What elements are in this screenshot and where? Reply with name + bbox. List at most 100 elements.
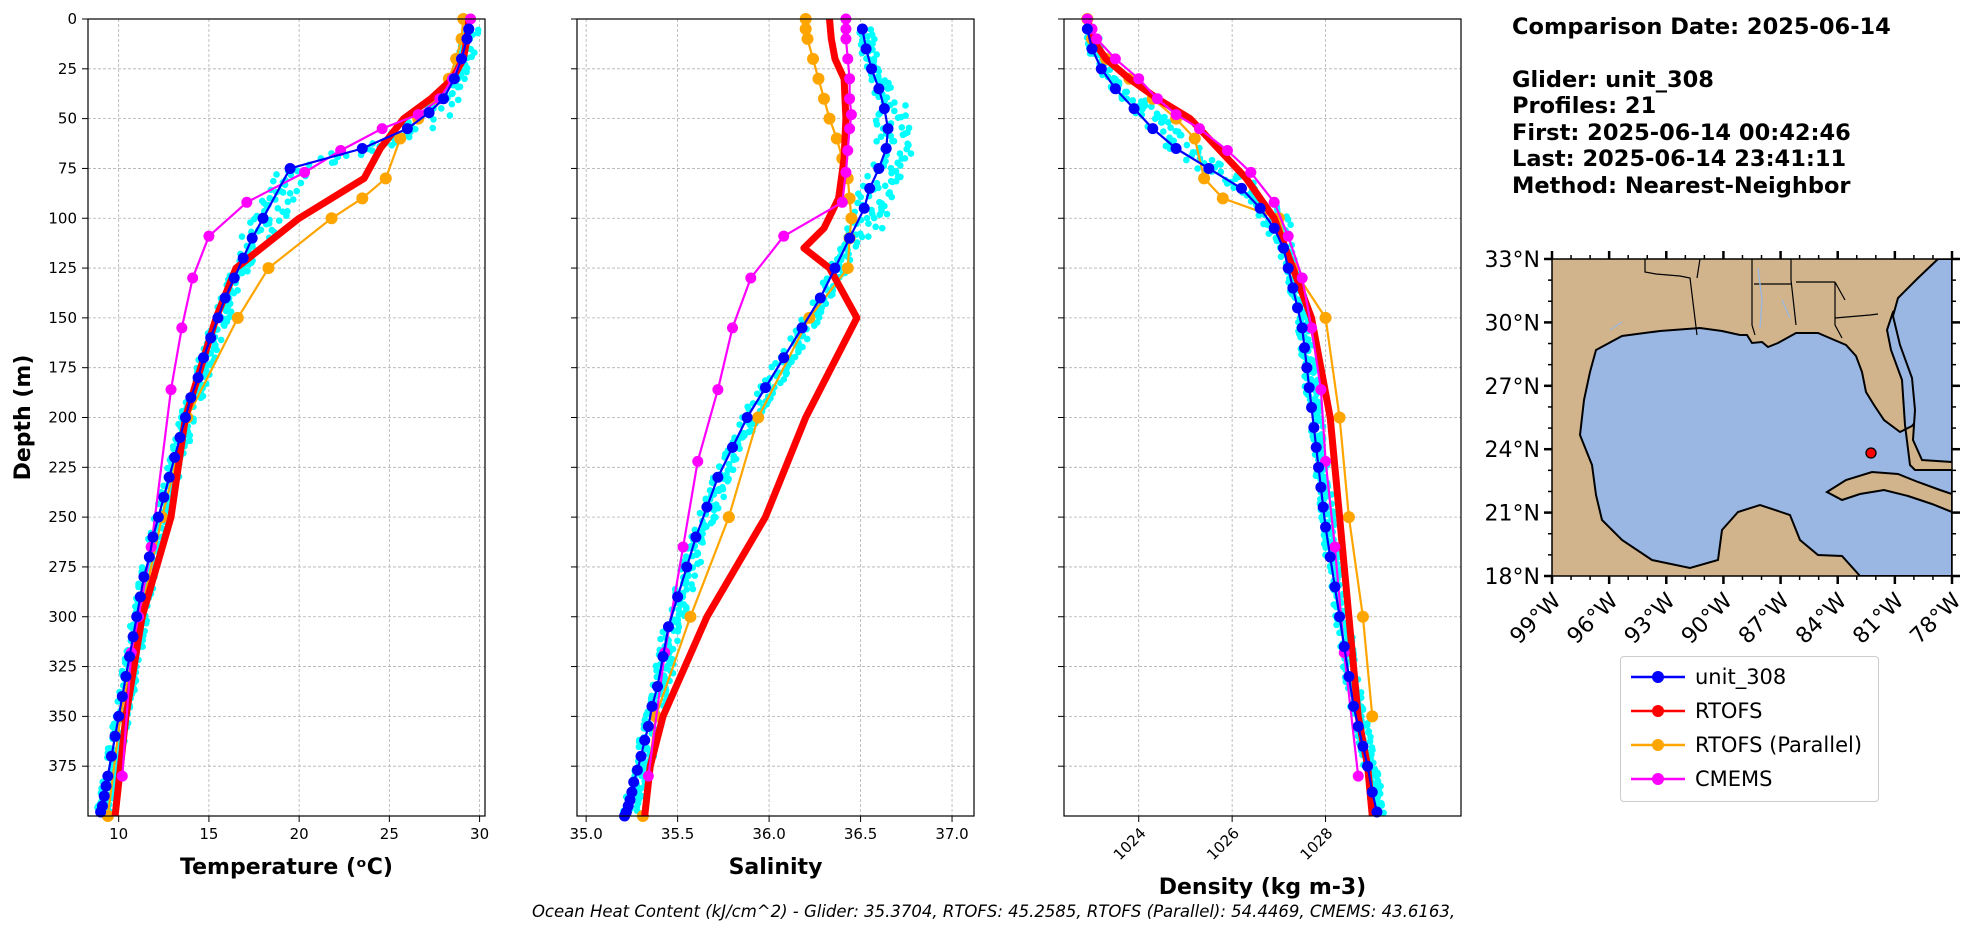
glider-profile-point [1176, 131, 1184, 139]
series-point [423, 107, 435, 119]
glider-profile-point [865, 220, 872, 227]
series-point [325, 212, 338, 225]
glider-profile-point [1183, 141, 1191, 149]
glider-profile-point [694, 560, 701, 568]
glider-profile-point [1230, 184, 1238, 191]
series-point [1352, 770, 1364, 782]
series-point [745, 272, 757, 284]
glider-profile-point [744, 403, 751, 411]
series-line-rtofs [1083, 18, 1376, 817]
y-tick-label: 50 [58, 110, 77, 128]
x-tick-label: 1026 [1203, 824, 1243, 864]
series-point [1315, 481, 1327, 493]
series-point [727, 322, 739, 334]
glider-profile-point [898, 155, 906, 162]
map-frame [1551, 258, 1953, 577]
glider-profile-point [724, 477, 731, 485]
series-point [866, 63, 878, 75]
glider-profile-point [438, 105, 445, 112]
series-point [284, 162, 296, 174]
series-point [799, 22, 812, 35]
glider-profile-point [791, 353, 799, 361]
glider-profile-point [876, 198, 883, 206]
last-time: Last: 2025-06-14 23:41:11 [1512, 146, 1847, 172]
glider-profile-point [888, 193, 896, 201]
glider-profile-point [1374, 771, 1382, 778]
glider-profile-point [795, 348, 802, 356]
glider-profile-point [368, 147, 376, 154]
legend-item-rtofs: RTOFS [1629, 696, 1874, 726]
glider-profile-point [865, 233, 872, 240]
series-point [1333, 411, 1346, 424]
series-point [814, 292, 826, 304]
series-point [1170, 143, 1182, 155]
location-map: 33°N 30°N 27°N 24°N 21°N 18°N99°W96°W93°W90°W… [1485, 248, 1967, 649]
y-tick-label: 300 [48, 608, 77, 626]
series-point [1268, 222, 1280, 234]
glider-profile-point [696, 509, 704, 517]
y-tick-label: 100 [48, 209, 77, 227]
glider-profile-point [700, 524, 708, 532]
glider-profile-point [809, 299, 817, 307]
x-tick-label: 35.5 [661, 825, 694, 843]
series-point [1356, 610, 1369, 623]
series-point [1268, 196, 1280, 208]
series-point [197, 352, 209, 364]
series-point [124, 651, 136, 663]
series-point [845, 109, 857, 121]
series-point [840, 33, 852, 45]
series-point [840, 23, 852, 35]
glider-profile-point [1322, 544, 1329, 551]
glider-profile-point [903, 145, 910, 153]
x-tick-label: 1024 [1110, 824, 1150, 864]
glider-profile-point [761, 377, 769, 384]
series-point [1320, 521, 1332, 533]
glider-profile-point [887, 84, 894, 91]
series-point [642, 720, 654, 732]
glider-profile-point [715, 463, 723, 470]
series-point [642, 770, 654, 782]
glider-profile-point [674, 627, 682, 635]
series-point [841, 262, 854, 275]
glider-profile-point [275, 217, 283, 224]
glider-profile-point [902, 102, 909, 109]
legend-item-rtofs-parallel: RTOFS (Parallel) [1629, 730, 1874, 760]
comparison-info: Comparison Date: 2025-06-14 Glider: unit… [1512, 14, 1891, 199]
series-point [152, 511, 164, 523]
glider-profile-point [864, 172, 871, 180]
glider-profile-point [889, 137, 896, 145]
glider-profile-point [279, 189, 287, 196]
y-tick-label: 0 [67, 10, 77, 28]
series-point [844, 93, 856, 105]
legend-label: RTOFS [1695, 699, 1763, 723]
series-point [1313, 461, 1325, 473]
series-point [842, 53, 854, 65]
series-point [1296, 322, 1308, 334]
series-point [860, 43, 872, 55]
series-point [105, 750, 117, 762]
x-tick-label: 36.0 [752, 825, 785, 843]
y-tick-label: 150 [48, 309, 77, 327]
x-tick-label: 20 [290, 825, 309, 843]
series-point [823, 112, 836, 125]
glider-profile-point [1367, 733, 1374, 741]
glider-profile-point [388, 142, 396, 149]
glider-profile-point [289, 196, 297, 203]
series-point [143, 551, 155, 563]
glider-profile-point [160, 482, 167, 490]
glider-profile-point [864, 33, 872, 40]
x-tick-label: 37.0 [935, 825, 968, 843]
x-tick-label: 25 [380, 825, 399, 843]
glider-profile-point [1287, 221, 1294, 229]
x-tick-label: 30 [470, 825, 489, 843]
glider-profile-point [857, 193, 865, 201]
glider-profile-point [729, 466, 737, 474]
glider-profile-point [213, 346, 220, 354]
glider-profile-point [683, 605, 690, 613]
glider-profile-point [897, 162, 904, 169]
series-point [376, 123, 388, 135]
series-point [1254, 202, 1266, 214]
series-point [829, 262, 841, 274]
glider-profile-point [810, 322, 818, 329]
series-point [1287, 282, 1299, 294]
